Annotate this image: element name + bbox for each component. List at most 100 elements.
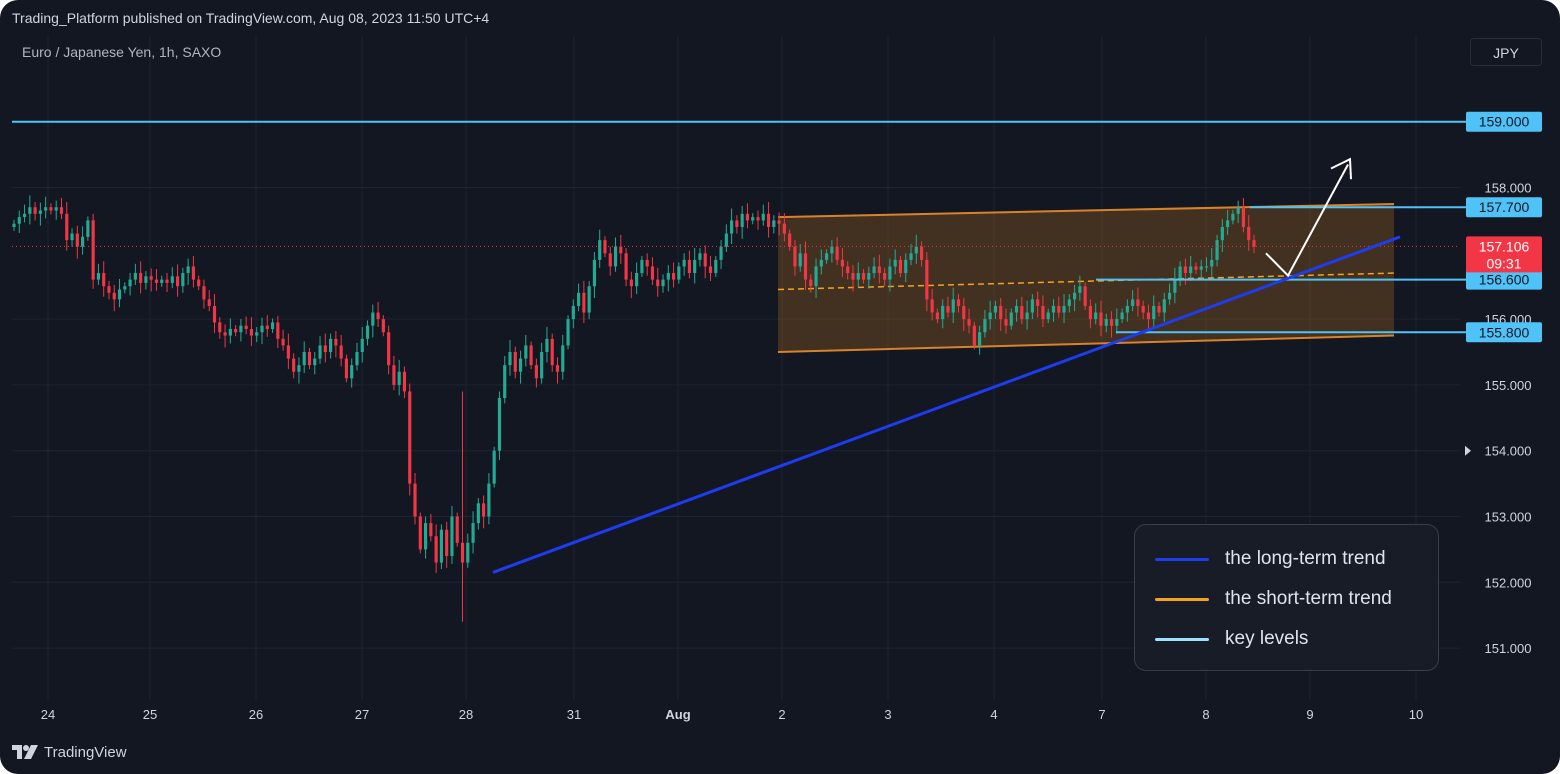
candle-body — [740, 213, 744, 227]
candle-body — [745, 213, 750, 221]
candle-body — [476, 503, 480, 524]
candle-body — [487, 483, 491, 517]
candle-body — [766, 213, 771, 227]
candle-body — [919, 246, 924, 260]
candle-body — [350, 365, 354, 379]
candle-body — [534, 365, 538, 379]
x-tick-label: 9 — [1306, 707, 1313, 722]
candle-body — [951, 299, 955, 313]
candle-body — [1041, 305, 1045, 320]
candle-body — [466, 542, 470, 563]
candle-body — [434, 536, 438, 563]
candle-body — [249, 328, 254, 336]
projection-arrow-head-icon — [1330, 157, 1352, 180]
candle-body — [1210, 259, 1214, 267]
candle-body — [1094, 312, 1098, 320]
candle-body — [566, 319, 570, 346]
candle-body — [1014, 305, 1019, 313]
channel-upper-line — [777, 202, 1395, 219]
candle-body — [793, 246, 797, 267]
candle-body — [123, 286, 127, 290]
candle-body — [1247, 226, 1251, 241]
candle-body — [571, 305, 575, 320]
candle-body — [429, 523, 433, 537]
candle-body — [1178, 266, 1182, 280]
candle-body — [587, 286, 591, 313]
candle-body — [962, 305, 966, 320]
candle-body — [803, 253, 808, 280]
x-tick-label: 2 — [778, 707, 785, 722]
current-price-badge — [1466, 236, 1542, 273]
key-level-label: 156.600 — [1479, 272, 1530, 288]
candle-body — [218, 322, 222, 333]
candle-body — [49, 207, 53, 211]
header-bar: Trading_Platform published on TradingVie… — [0, 0, 1560, 36]
candle-body — [96, 273, 101, 280]
legend-swatch — [1155, 637, 1209, 641]
candle-body — [1173, 279, 1177, 293]
candle-body — [872, 266, 876, 274]
countdown-label: 09:31 — [1486, 255, 1521, 271]
candle-body — [371, 312, 375, 326]
candle-body — [946, 305, 950, 313]
footer-bar — [0, 732, 1560, 774]
key-level-badge — [1466, 111, 1542, 132]
candle-body — [835, 246, 839, 260]
candles — [12, 195, 1256, 622]
long-term-trend-line — [492, 235, 1401, 574]
candle-body — [239, 325, 243, 333]
tradingview-logo-icon — [12, 745, 38, 759]
candle-body — [582, 292, 586, 313]
candle-body — [160, 279, 164, 283]
candle-body — [640, 259, 644, 274]
legend-swatch — [1155, 597, 1209, 601]
candle-body — [44, 207, 48, 211]
candle-body — [840, 259, 845, 267]
candle-body — [529, 345, 533, 366]
candle-body — [1241, 207, 1246, 227]
currency-button[interactable]: JPY — [1470, 38, 1542, 66]
candle-body — [228, 328, 232, 336]
candle-body — [861, 273, 866, 280]
candle-body — [402, 371, 407, 392]
scale-marker-icon — [1465, 445, 1471, 456]
candle-body — [22, 213, 27, 218]
tradingview-logo[interactable]: TradingView — [12, 744, 127, 761]
candle-body — [1236, 207, 1240, 214]
candle-body — [772, 220, 776, 227]
candle-body — [518, 358, 523, 372]
candle-body — [292, 358, 296, 372]
candle-body — [397, 371, 401, 385]
candle-body — [677, 266, 681, 280]
candle-body — [387, 332, 391, 366]
candle-body — [1062, 305, 1066, 313]
candle-body — [1020, 305, 1024, 320]
candle-body — [983, 319, 987, 333]
candle-body — [445, 529, 449, 556]
symbol-title[interactable]: Euro / Japanese Yen, 1h, SAXO — [22, 44, 222, 60]
candle-body — [1131, 299, 1135, 306]
y-tick-label: 152.000 — [1485, 575, 1532, 590]
x-tick-label: 3 — [884, 707, 891, 722]
candle-body — [318, 345, 322, 359]
candle-body — [904, 259, 908, 274]
x-tick-label: 26 — [249, 707, 263, 722]
legend-label: the short-term trend — [1225, 588, 1392, 609]
candle-body — [935, 312, 939, 320]
candle-body — [656, 279, 660, 287]
candle-body — [202, 286, 206, 300]
candle-body — [629, 279, 633, 287]
candle-body — [888, 266, 892, 280]
x-tick-label: 4 — [990, 707, 997, 722]
candle-body — [1073, 292, 1077, 300]
candle-body — [1220, 226, 1224, 241]
candle-body — [619, 246, 623, 254]
candle-body — [329, 338, 333, 352]
candle-body — [751, 217, 755, 221]
candle-body — [708, 266, 713, 274]
candle-body — [1104, 319, 1108, 326]
channel-lower-line — [777, 334, 1395, 353]
candle-body — [592, 259, 597, 287]
candle-body — [112, 292, 116, 300]
